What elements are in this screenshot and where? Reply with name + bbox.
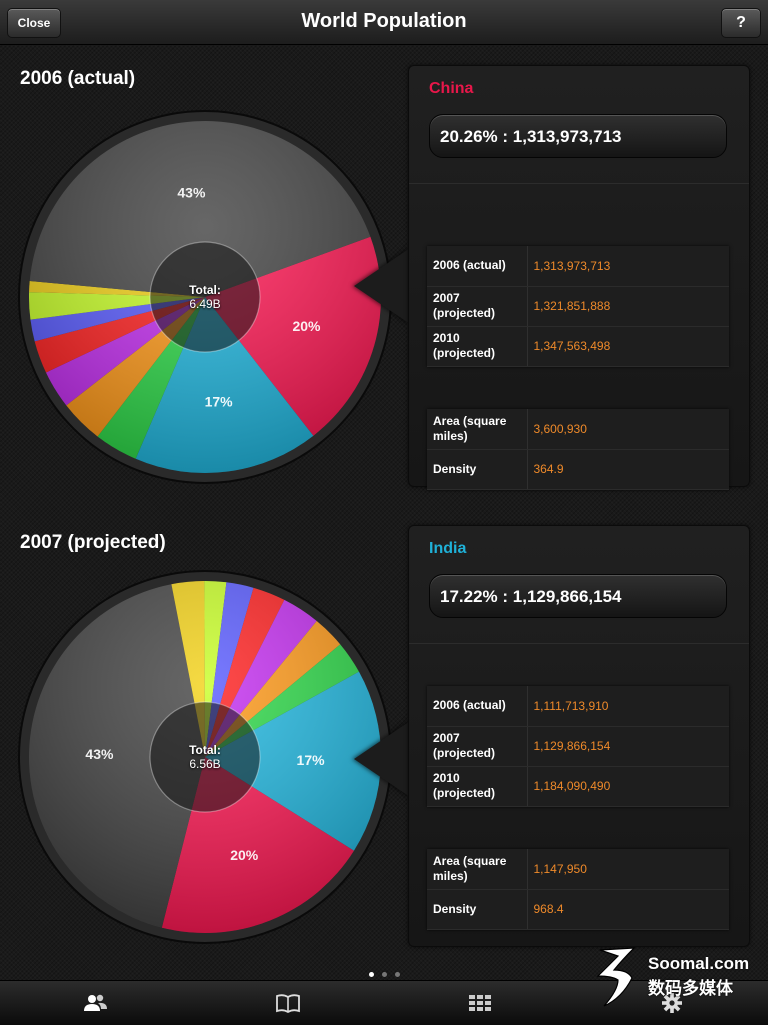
- callout-pointer: [354, 248, 410, 324]
- close-button[interactable]: Close: [7, 8, 61, 38]
- gear-icon[interactable]: [659, 992, 685, 1014]
- pie-total-label: Total: 6.56B: [189, 743, 221, 771]
- pie-svg: 17% 20% 43%: [18, 570, 392, 944]
- facts-table: Area (square miles) 3,600,930 Density 364.…: [427, 409, 729, 490]
- pie-percent-label: 17%: [205, 394, 234, 410]
- pie-svg: 20% 17% 43%: [18, 110, 392, 484]
- table-row: Density 364.9: [427, 449, 729, 490]
- section-title-2007: 2007 (projected): [20, 532, 166, 553]
- page-title: World Population: [301, 10, 467, 32]
- table-row: 2006 (actual) 1,111,713,910: [427, 686, 729, 727]
- facts-table: Area (square miles) 1,147,950 Density 968.…: [427, 849, 729, 930]
- people-icon[interactable]: [83, 992, 109, 1014]
- pie-chart-2006[interactable]: 20% 17% 43% Total: 6.49B: [15, 107, 395, 487]
- divider: [409, 183, 749, 184]
- divider: [409, 643, 749, 644]
- watermark-logo-icon: [596, 947, 636, 1007]
- pie-center: [149, 701, 261, 813]
- pie-percent-label: 43%: [85, 746, 114, 762]
- tab-bar: [0, 980, 768, 1025]
- help-button[interactable]: ?: [721, 8, 761, 38]
- pie-percent-label: 20%: [230, 847, 259, 863]
- nav-bar: Close World Population ?: [0, 0, 768, 45]
- page-dot[interactable]: [368, 972, 374, 977]
- pie-percent-label: 17%: [297, 752, 326, 768]
- pie-total-label: Total: 6.49B: [189, 283, 221, 311]
- watermark: Soomal.com 数码多媒体: [592, 944, 762, 1010]
- pie-chart-2007[interactable]: 17% 20% 43% Total: 6.56B: [15, 567, 395, 947]
- table-row: Density 968.4: [427, 889, 729, 930]
- book-icon[interactable]: [275, 992, 301, 1014]
- page-dot[interactable]: [394, 972, 400, 977]
- pie-center: [149, 241, 261, 353]
- pie-percent-label: 20%: [292, 318, 321, 334]
- detail-panel-india: India 17.22% : 1,129,866,154 2006 (actua…: [408, 525, 750, 947]
- table-row: Area (square miles) 3,600,930: [427, 409, 729, 450]
- table-row: Area (square miles) 1,147,950: [427, 849, 729, 890]
- table-row: 2010 (projected) 1,347,563,498: [427, 326, 729, 367]
- population-stat: 17.22% : 1,129,866,154: [429, 574, 727, 618]
- detail-panel-china: China 20.26% : 1,313,973,713 2006 (actua…: [408, 65, 750, 490]
- watermark-line-1: Soomal.com: [648, 954, 750, 973]
- section-title-2006: 2006 (actual): [20, 68, 136, 89]
- population-stat: 20.26% : 1,313,973,713: [429, 114, 727, 158]
- table-row: 2007 (projected) 1,129,866,154: [427, 726, 729, 767]
- country-name: India: [429, 540, 467, 557]
- table-row: 2006 (actual) 1,313,973,713: [427, 246, 729, 287]
- page-dot[interactable]: [381, 972, 387, 977]
- pie-percent-label: 43%: [177, 184, 206, 200]
- population-table: 2006 (actual) 1,111,713,910 2007 (project…: [427, 686, 729, 807]
- grid-icon[interactable]: [467, 992, 493, 1014]
- population-table: 2006 (actual) 1,313,973,713 2007 (project…: [427, 246, 729, 367]
- country-name: China: [429, 80, 474, 97]
- table-row: 2007 (projected) 1,321,851,888: [427, 286, 729, 327]
- table-row: 2010 (projected) 1,184,090,490: [427, 766, 729, 807]
- callout-pointer: [354, 721, 410, 797]
- watermark-line-2: 数码多媒体: [648, 979, 733, 998]
- page-indicator[interactable]: [0, 964, 768, 982]
